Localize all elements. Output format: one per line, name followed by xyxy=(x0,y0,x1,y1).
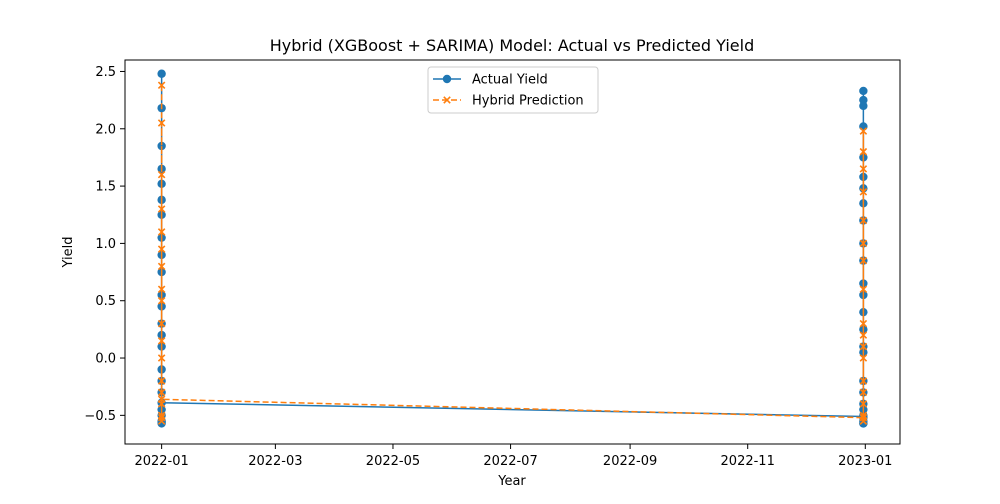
hybrid-prediction-point xyxy=(157,81,166,89)
hybrid-prediction-point xyxy=(157,354,166,362)
hybrid-prediction-point xyxy=(859,411,868,420)
hybrid-prediction-point xyxy=(859,256,868,265)
hybrid-prediction-point xyxy=(157,205,166,213)
x-tick-label: 2022-05 xyxy=(366,454,420,469)
legend-actual-marker xyxy=(442,74,452,84)
hybrid-prediction-point xyxy=(157,337,166,345)
hybrid-prediction-point xyxy=(157,296,166,305)
legend-prediction-marker xyxy=(443,96,451,104)
plot-frame xyxy=(124,59,901,445)
x-tick-label: 2022-09 xyxy=(603,454,657,469)
hybrid-prediction-point xyxy=(859,239,868,248)
legend-box xyxy=(427,66,599,114)
hybrid-prediction-point xyxy=(859,354,868,362)
hybrid-prediction-point xyxy=(157,395,166,404)
plot-area xyxy=(157,69,868,428)
hybrid-prediction-point xyxy=(859,188,868,196)
actual-yield-point xyxy=(859,86,868,96)
hybrid-prediction-point xyxy=(859,165,868,173)
hybrid-prediction-point xyxy=(157,388,166,397)
hybrid-prediction-point xyxy=(157,319,166,328)
hybrid-prediction-point xyxy=(859,127,868,135)
hybrid-prediction-point xyxy=(859,216,868,225)
y-tick-label: 0.5 xyxy=(95,294,116,309)
hybrid-prediction-point xyxy=(859,342,868,351)
hybrid-prediction-point xyxy=(157,245,166,253)
y-tick-label: 2.0 xyxy=(95,122,116,137)
actual-yield-point xyxy=(859,419,868,428)
hybrid-prediction-point xyxy=(157,377,166,385)
legend: Actual Yield Hybrid Prediction xyxy=(427,66,599,114)
y-tick-label: 2.5 xyxy=(95,65,116,80)
hybrid-prediction-point xyxy=(859,400,868,408)
x-axis: 2022-01 2022-03 2022-05 2022-07 2022-09 2022-… xyxy=(134,444,892,469)
hybrid-prediction-point xyxy=(859,413,868,422)
y-axis: −0.5 0.0 0.5 1.0 1.5 2.0 2.5 xyxy=(84,65,125,424)
actual-yield-point xyxy=(859,122,868,131)
hybrid-prediction-point xyxy=(157,413,166,422)
legend-label-prediction: Hybrid Prediction xyxy=(472,94,584,109)
hybrid-prediction-point xyxy=(859,319,868,328)
hybrid-prediction-point xyxy=(157,262,166,271)
hybrid-prediction-point xyxy=(859,377,868,385)
y-tick-label: 1.5 xyxy=(95,180,116,195)
x-axis-label: Year xyxy=(497,474,526,489)
y-tick-label: 0.0 xyxy=(95,352,116,367)
actual-yield-point xyxy=(859,101,868,111)
hybrid-prediction-point xyxy=(157,170,166,179)
hybrid-prediction-point xyxy=(157,411,166,420)
hybrid-prediction-point xyxy=(157,285,166,294)
hybrid-prediction-point xyxy=(157,119,166,127)
y-tick-label: −0.5 xyxy=(84,409,116,424)
hybrid-prediction-line xyxy=(160,85,865,422)
y-axis-label: Yield xyxy=(61,237,76,269)
hybrid-prediction-point xyxy=(859,388,868,397)
actual-yield-point xyxy=(157,141,166,151)
hybrid-prediction-point xyxy=(859,147,868,156)
x-tick-label: 2022-01 xyxy=(134,454,188,469)
actual-yield-point xyxy=(157,69,166,78)
hybrid-prediction-point xyxy=(157,228,166,236)
actual-yield-line xyxy=(160,73,865,425)
x-tick-label: 2022-03 xyxy=(248,454,302,469)
y-tick-label: 1.0 xyxy=(95,237,116,252)
hybrid-prediction-point xyxy=(859,285,868,294)
legend-label-actual: Actual Yield xyxy=(472,73,548,88)
x-tick-label: 2022-07 xyxy=(483,454,537,469)
chart-title: Hybrid (XGBoost + SARIMA) Model: Actual … xyxy=(270,36,754,55)
x-tick-label: 2022-11 xyxy=(721,454,775,469)
hybrid-prediction-point xyxy=(859,331,868,339)
x-tick-label: 2023-01 xyxy=(838,454,892,469)
